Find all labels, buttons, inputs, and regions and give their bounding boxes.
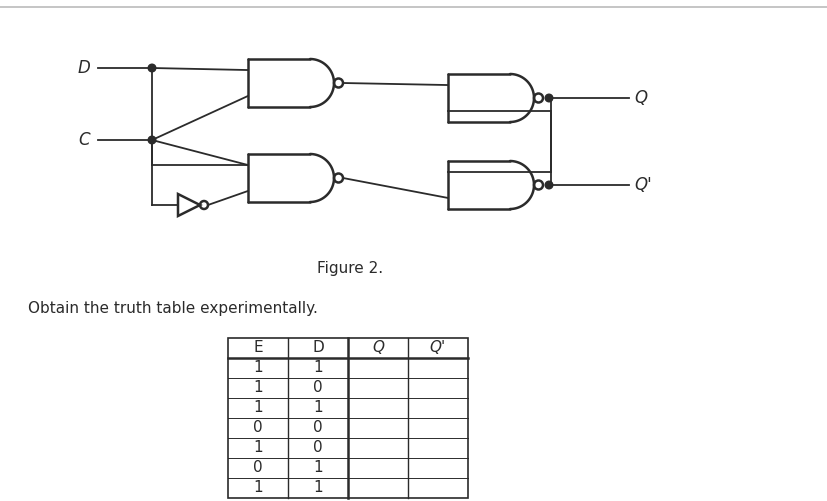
Text: 1: 1 xyxy=(313,361,323,376)
Text: Obtain the truth table experimentally.: Obtain the truth table experimentally. xyxy=(28,301,318,316)
Bar xyxy=(228,338,468,498)
Text: Figure 2.: Figure 2. xyxy=(317,261,383,276)
Circle shape xyxy=(148,64,155,72)
Text: 0: 0 xyxy=(253,460,263,475)
Text: D: D xyxy=(312,341,324,356)
Text: 1: 1 xyxy=(313,480,323,495)
Text: E: E xyxy=(253,341,263,356)
Text: 0: 0 xyxy=(253,420,263,435)
Text: Q: Q xyxy=(372,341,384,356)
Text: C: C xyxy=(79,131,90,149)
Text: 1: 1 xyxy=(253,380,263,395)
Text: 1: 1 xyxy=(253,480,263,495)
Text: 1: 1 xyxy=(253,400,263,415)
Text: 1: 1 xyxy=(313,460,323,475)
Circle shape xyxy=(545,181,552,189)
Text: Q': Q' xyxy=(430,341,446,356)
Text: 1: 1 xyxy=(253,361,263,376)
Text: 0: 0 xyxy=(313,420,323,435)
Text: Q: Q xyxy=(634,89,647,107)
Text: 1: 1 xyxy=(253,440,263,455)
Circle shape xyxy=(148,136,155,144)
Text: 0: 0 xyxy=(313,440,323,455)
Text: D: D xyxy=(77,59,90,77)
Text: 1: 1 xyxy=(313,400,323,415)
Text: 0: 0 xyxy=(313,380,323,395)
Circle shape xyxy=(545,94,552,102)
Text: Q': Q' xyxy=(634,176,652,194)
